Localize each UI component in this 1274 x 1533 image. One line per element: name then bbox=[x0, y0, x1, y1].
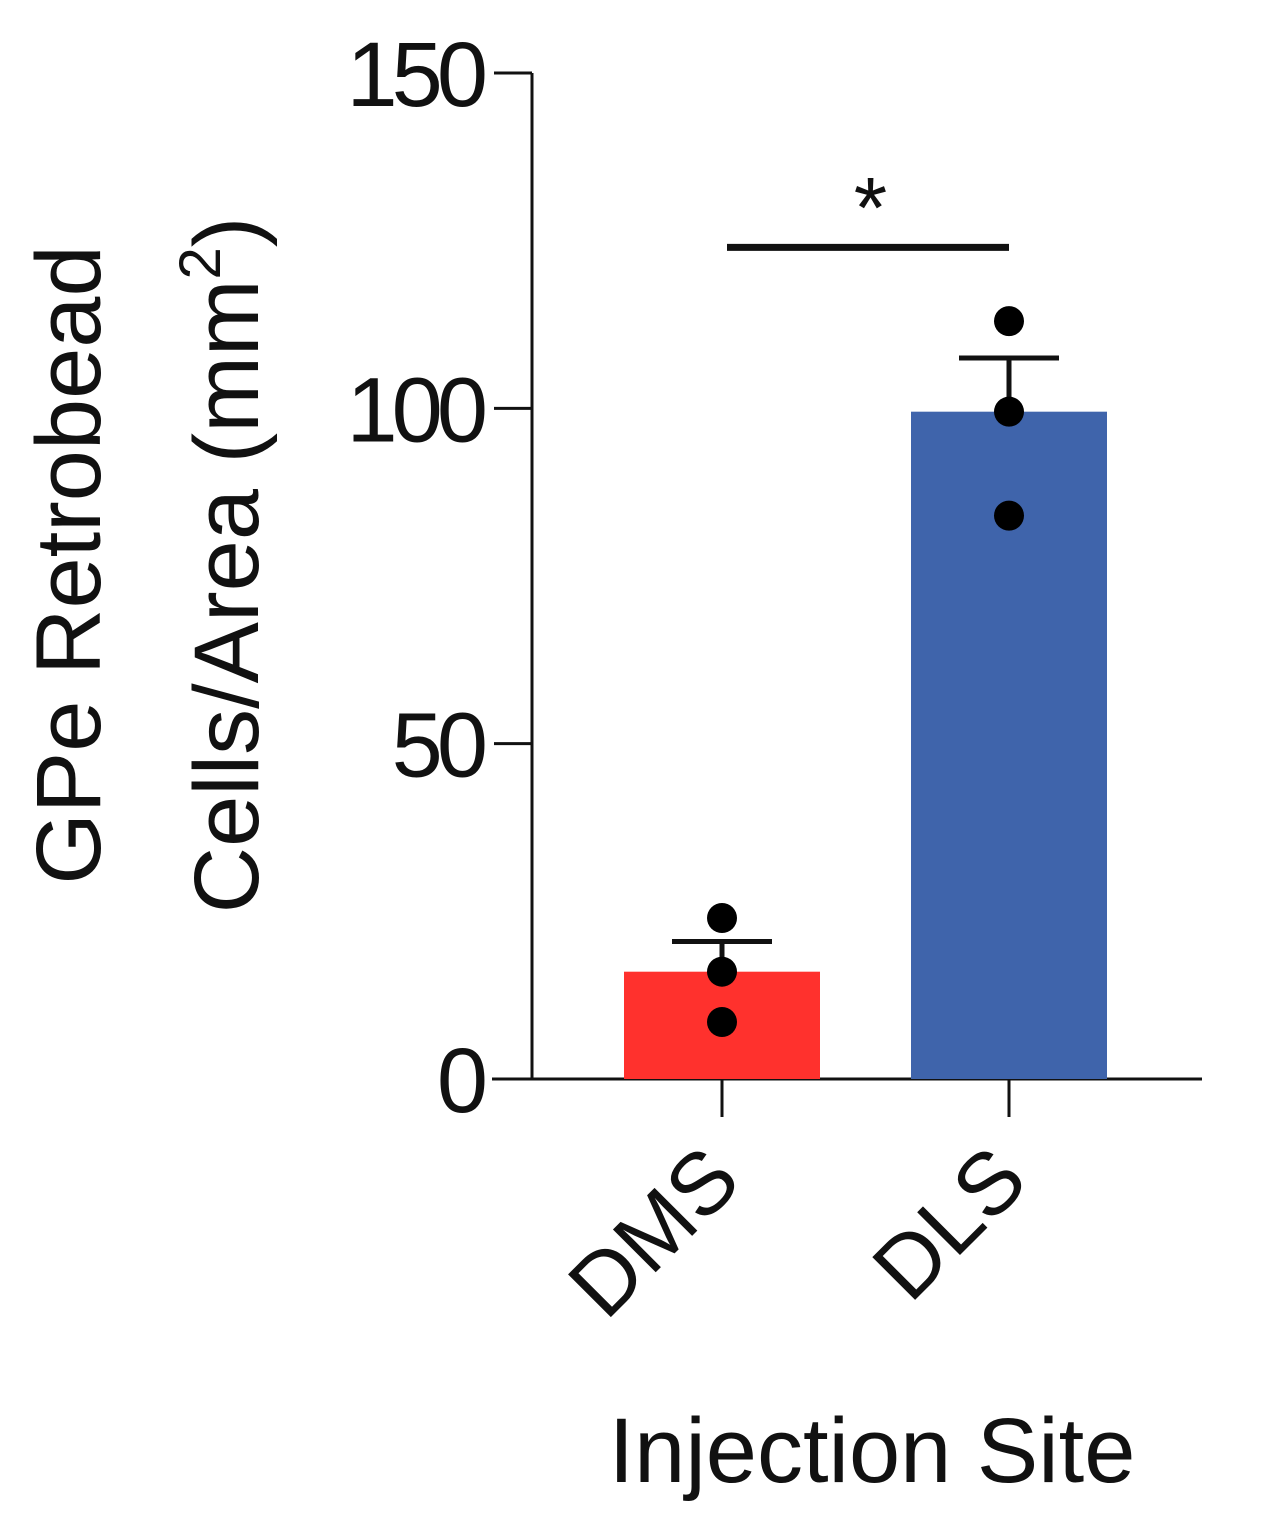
y-tick-label: 150 bbox=[347, 24, 485, 126]
y-axis-title-line1: GPe Retrobead bbox=[18, 245, 120, 884]
significance-label: * bbox=[854, 160, 887, 256]
x-tick-label-dms: DMS bbox=[549, 1127, 757, 1335]
y-axis-title-end: ) bbox=[176, 217, 278, 248]
y-axis-title-line2: Cells/Area (mm2) bbox=[168, 217, 278, 914]
data-point bbox=[707, 1006, 737, 1037]
y-axis-title-main: Cells/Area (mm bbox=[176, 280, 278, 914]
data-point bbox=[994, 396, 1024, 427]
y-tick-label: 0 bbox=[437, 1030, 485, 1132]
y-tick-label: 50 bbox=[392, 695, 485, 797]
y-tick-label: 100 bbox=[347, 359, 485, 461]
x-tick-label-dls: DLS bbox=[853, 1127, 1044, 1318]
data-point bbox=[707, 903, 737, 934]
x-axis-title: Injection Site bbox=[609, 1400, 1136, 1502]
data-point bbox=[994, 500, 1024, 531]
data-point bbox=[707, 956, 737, 987]
y-axis-title-superscript: 2 bbox=[168, 247, 233, 279]
data-point bbox=[994, 306, 1024, 337]
